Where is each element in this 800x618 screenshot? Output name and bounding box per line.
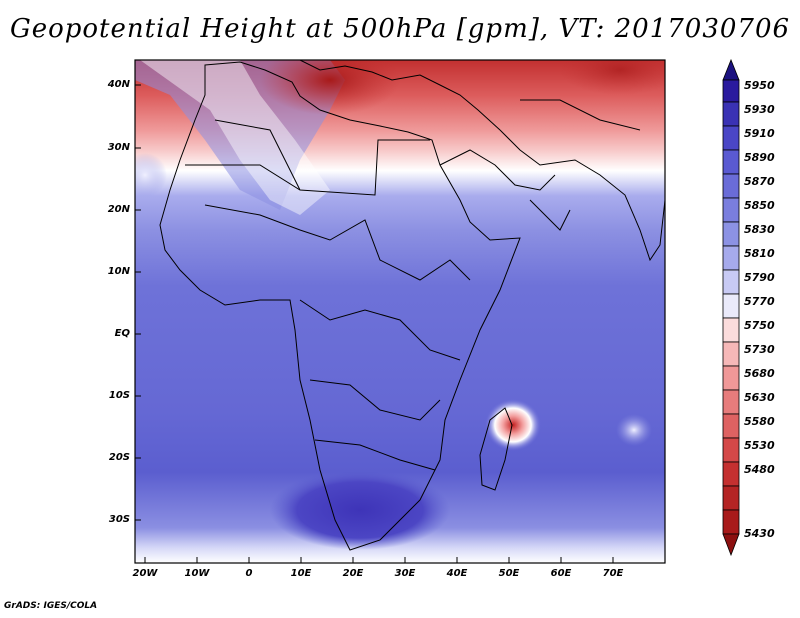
colorbar-label: 5730	[744, 343, 775, 356]
colorbar-label: 5950	[744, 79, 775, 92]
lon-label: 70E	[602, 568, 624, 579]
colorbar-label: 5580	[744, 415, 775, 428]
lat-label: 20S	[108, 452, 130, 463]
lon-label: 30E	[394, 568, 416, 579]
colorbar-label: 5630	[744, 391, 775, 404]
lon-label: 50E	[498, 568, 520, 579]
colorbar-label: 5530	[744, 439, 775, 452]
colorbar-label: 5890	[744, 151, 775, 164]
colorbar-label: 5750	[744, 319, 775, 332]
lat-label: 30N	[107, 142, 130, 153]
credit-text: GrADS: IGES/COLA	[4, 601, 98, 611]
axis-ticks	[135, 84, 614, 563]
lon-label: 10E	[290, 568, 312, 579]
colorbar-label: 5480	[744, 463, 775, 476]
lat-label: 40N	[107, 79, 130, 90]
colorbar-bottom-arrow	[722, 533, 740, 557]
colorbar-top-arrow	[722, 58, 740, 81]
lat-label: 20N	[107, 204, 130, 215]
lat-label: 10N	[107, 266, 130, 277]
lat-label: 30S	[108, 514, 130, 525]
colorbar-label: 5770	[744, 295, 775, 308]
colorbar-label: 5790	[744, 271, 775, 284]
height-field	[135, 60, 665, 563]
colorbar-label: 5930	[744, 103, 775, 116]
lat-label: EQ	[114, 328, 130, 339]
colorbar-label: 5430	[744, 527, 775, 540]
colorbar	[722, 58, 740, 557]
lat-label: 10S	[108, 390, 130, 401]
lon-label: 40E	[446, 568, 468, 579]
lon-label: 20W	[132, 568, 158, 579]
chart-title: Geopotential Height at 500hPa [gpm], VT:…	[9, 14, 791, 44]
colorbar-label: 5810	[744, 247, 775, 260]
lon-label: 60E	[550, 568, 572, 579]
lon-label: 20E	[342, 568, 364, 579]
colorbar-label: 5870	[744, 175, 775, 188]
lon-label: 10W	[184, 568, 210, 579]
colorbar-label: 5910	[744, 127, 775, 140]
colorbar-label: 5680	[744, 367, 775, 380]
plot-frame	[134, 59, 666, 564]
colorbar-label: 5850	[744, 199, 775, 212]
lon-label: 0	[245, 568, 253, 579]
coastlines	[159, 60, 665, 551]
colorbar-label: 5830	[744, 223, 775, 236]
